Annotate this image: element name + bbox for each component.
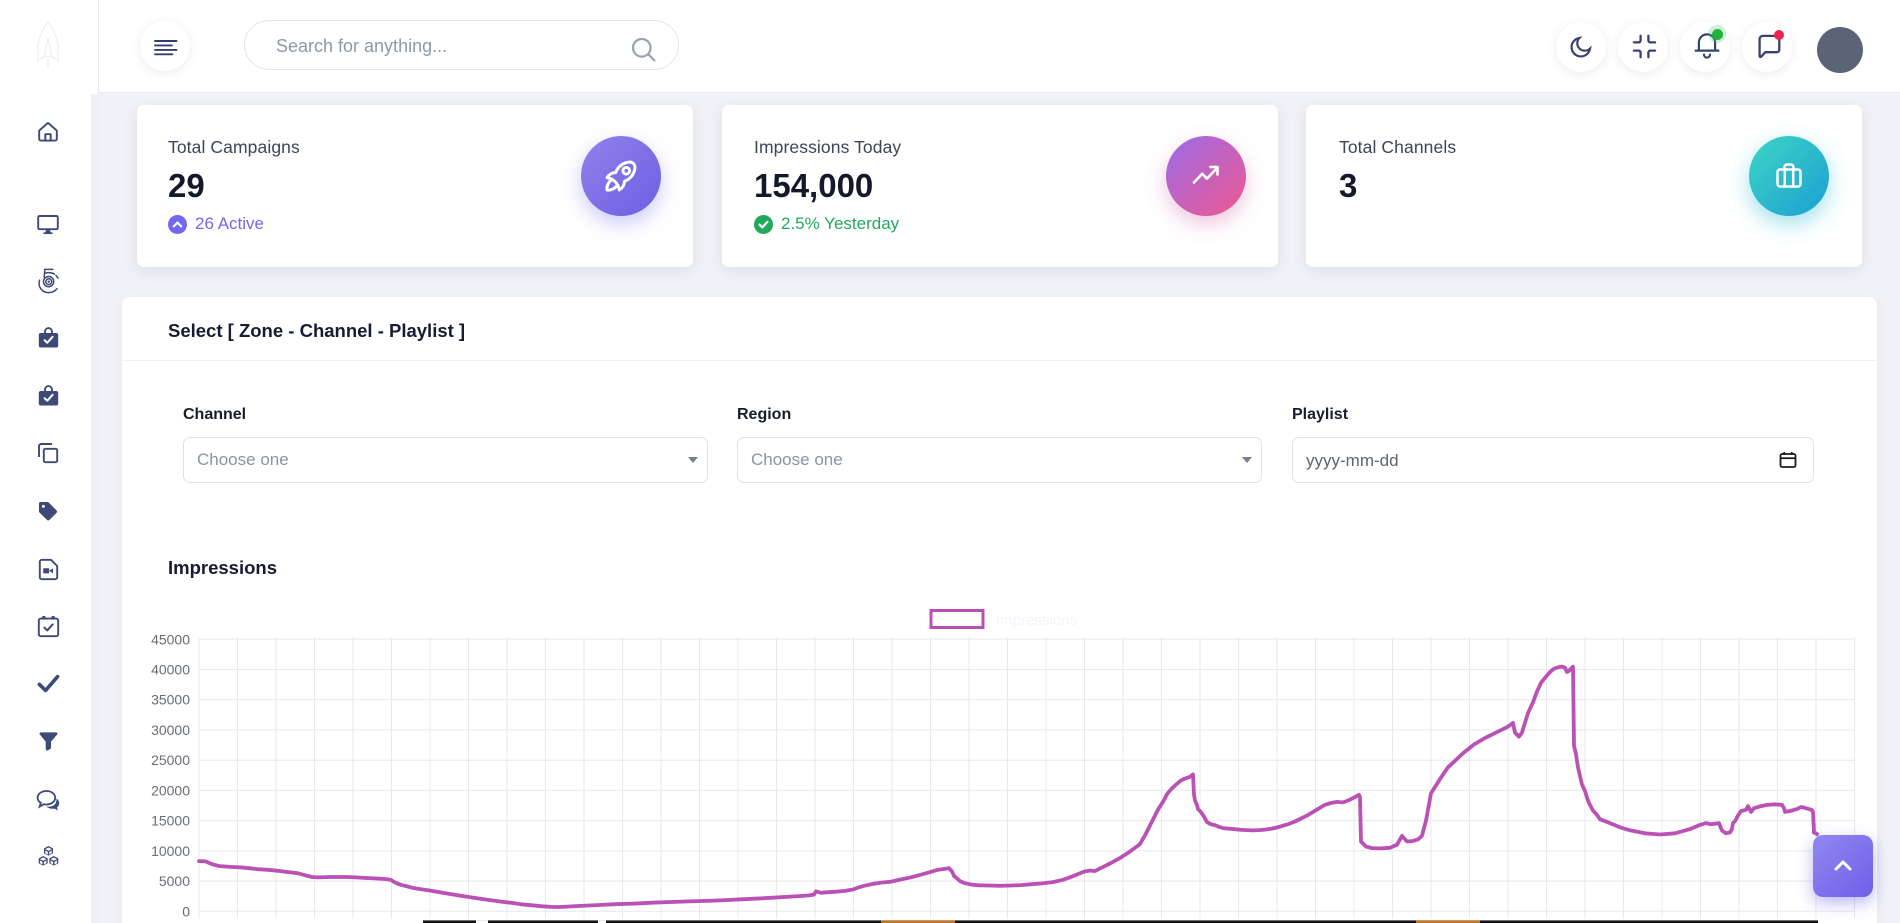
svg-text:40000: 40000 [151,662,190,678]
svg-text:25000: 25000 [151,752,190,768]
svg-text:5000: 5000 [159,873,190,889]
svg-text:35000: 35000 [151,692,190,708]
svg-text:0: 0 [182,903,190,919]
svg-text:15000: 15000 [151,813,190,829]
svg-text:20000: 20000 [151,782,190,798]
svg-text:45000: 45000 [151,631,190,647]
svg-text:10000: 10000 [151,843,190,859]
svg-text:30000: 30000 [151,722,190,738]
svg-text:Impressions: Impressions [996,612,1077,629]
